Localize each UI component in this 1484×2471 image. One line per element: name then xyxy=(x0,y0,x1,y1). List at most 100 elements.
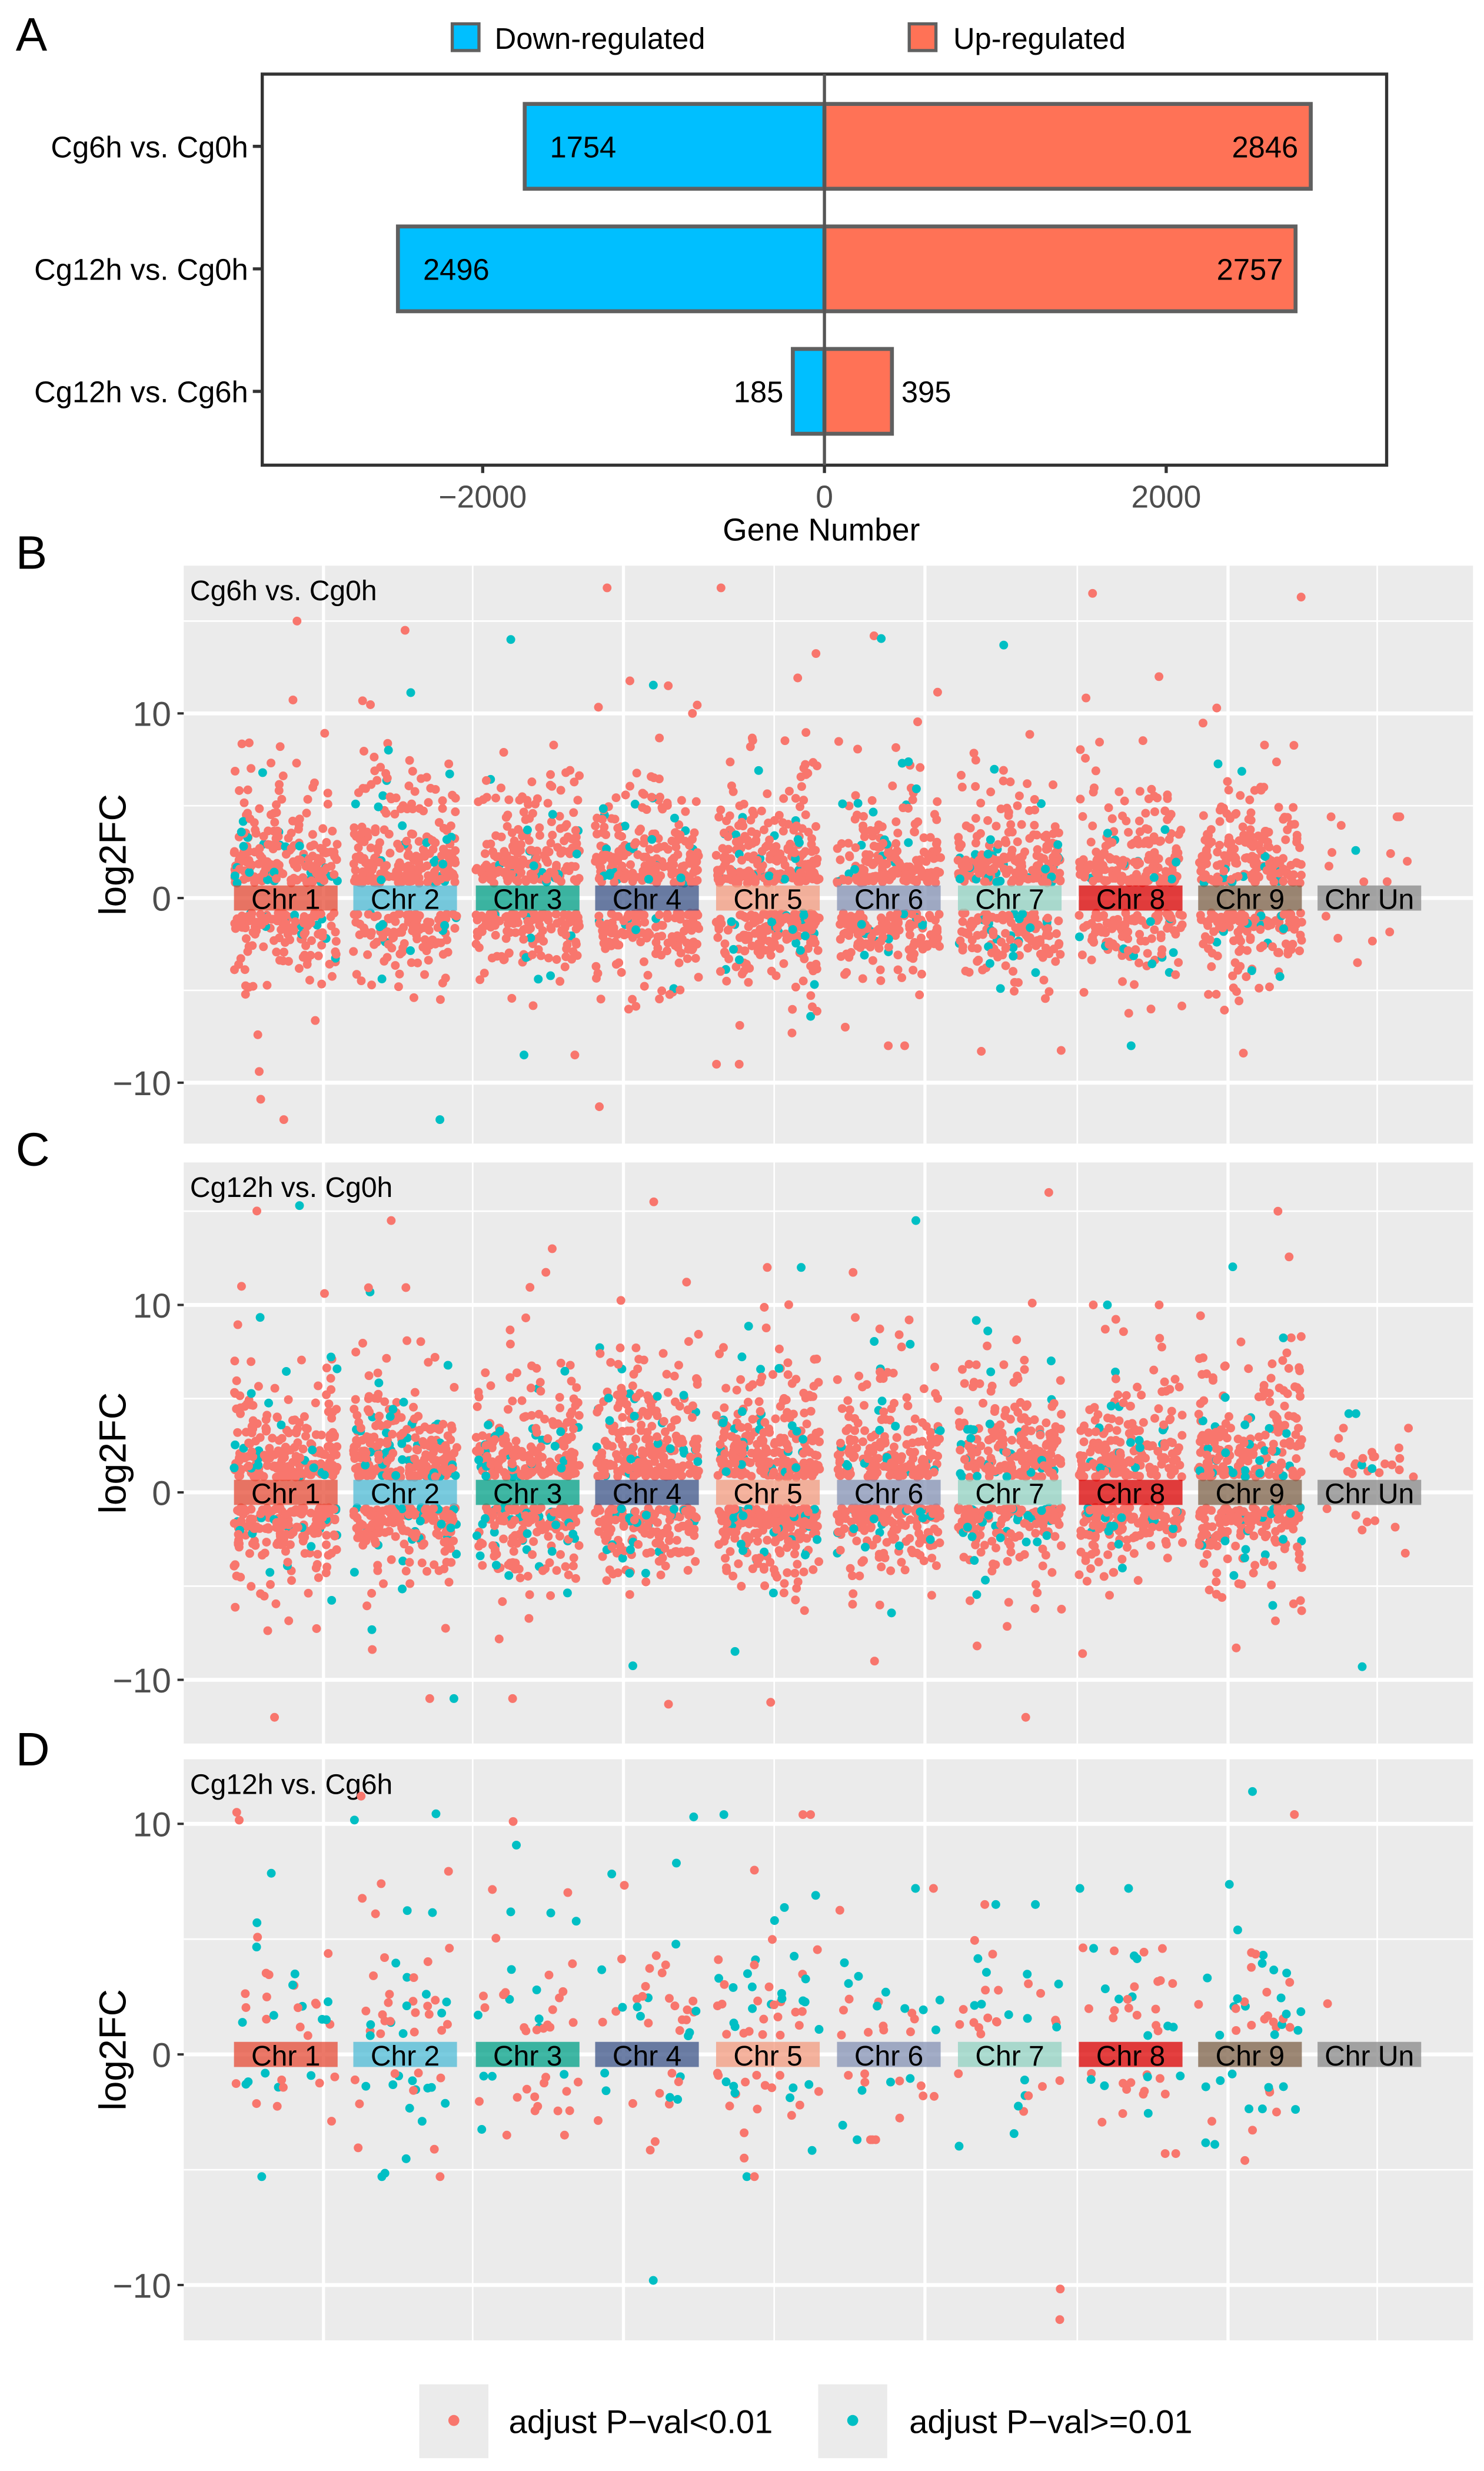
point-sig xyxy=(310,778,319,787)
point-nonsig xyxy=(290,910,300,920)
point-sig xyxy=(486,864,495,873)
point-sig xyxy=(788,1005,797,1014)
point-sig xyxy=(327,922,336,931)
point-nonsig xyxy=(1213,759,1223,769)
point-sig xyxy=(322,838,331,847)
point-sig xyxy=(323,789,332,798)
point-sig xyxy=(692,1374,701,1384)
point-nonsig xyxy=(788,925,797,934)
point-sig xyxy=(366,872,375,881)
point-sig xyxy=(443,1431,452,1441)
point-sig xyxy=(686,1452,695,1462)
point-sig xyxy=(417,774,426,783)
point-sig xyxy=(537,910,546,919)
point-sig xyxy=(681,807,690,816)
point-sig xyxy=(1133,911,1142,920)
point-sig xyxy=(239,798,249,807)
point-sig xyxy=(284,1395,293,1404)
point-sig xyxy=(1333,933,1343,943)
point-sig xyxy=(656,793,664,802)
point-sig xyxy=(1199,873,1209,882)
point-sig xyxy=(405,1579,415,1588)
point-sig xyxy=(368,1645,377,1654)
point-sig xyxy=(555,1403,565,1412)
point-sig xyxy=(352,910,362,919)
point-sig xyxy=(876,976,886,985)
point-sig xyxy=(645,1441,654,1450)
point-sig xyxy=(1114,787,1124,796)
point-sig xyxy=(574,1411,584,1420)
point-sig xyxy=(658,804,667,814)
point-sig xyxy=(292,616,302,626)
point-sig xyxy=(628,877,637,886)
point-sig xyxy=(550,869,559,878)
point-sig xyxy=(1028,866,1037,875)
point-sig xyxy=(1054,939,1064,948)
point-sig xyxy=(478,1539,487,1548)
point-sig xyxy=(1009,876,1018,885)
point-sig xyxy=(1359,877,1369,886)
point-nonsig xyxy=(475,1551,485,1561)
point-sig xyxy=(1081,754,1090,763)
point-sig xyxy=(593,969,603,978)
point-sig xyxy=(691,1557,700,1566)
point-sig xyxy=(412,915,422,924)
point-sig xyxy=(1006,935,1015,944)
point-nonsig xyxy=(628,1661,637,1671)
point-sig xyxy=(628,995,637,1004)
point-sig xyxy=(1235,996,1244,1006)
point-sig xyxy=(638,789,647,798)
point-sig xyxy=(1219,866,1229,876)
point-nonsig xyxy=(1009,943,1018,953)
point-sig xyxy=(300,1549,310,1558)
point-sig xyxy=(1092,856,1102,865)
point-sig xyxy=(1321,912,1330,921)
point-sig xyxy=(1004,911,1013,920)
point-sig xyxy=(594,912,604,921)
point-sig xyxy=(524,800,533,809)
point-nonsig xyxy=(277,1420,286,1429)
point-sig xyxy=(1049,829,1058,839)
chr-label-box xyxy=(234,885,338,911)
point-sig xyxy=(600,1470,610,1479)
point-sig xyxy=(784,933,793,943)
point-sig xyxy=(1106,854,1116,863)
point-sig xyxy=(768,1370,777,1379)
point-sig xyxy=(240,965,249,975)
point-sig xyxy=(1173,848,1183,857)
point-sig xyxy=(891,817,901,826)
point-sig xyxy=(262,1425,271,1434)
point-sig xyxy=(690,1512,700,1521)
point-sig xyxy=(639,852,648,862)
point-sig xyxy=(261,1415,271,1424)
point-sig xyxy=(535,831,544,840)
point-sig xyxy=(788,1409,798,1419)
point-sig xyxy=(350,823,359,833)
point-sig xyxy=(1014,978,1023,987)
point-sig xyxy=(1014,791,1024,800)
point-sig xyxy=(1082,693,1091,703)
point-nonsig xyxy=(474,1455,484,1465)
point-sig xyxy=(417,1467,427,1476)
point-sig xyxy=(573,920,583,929)
point-sig xyxy=(302,1424,312,1434)
point-sig xyxy=(302,878,311,887)
point-sig xyxy=(1326,812,1336,822)
point-nonsig xyxy=(446,1523,455,1532)
point-sig xyxy=(351,1395,360,1404)
point-sig xyxy=(732,1437,741,1446)
point-sig xyxy=(434,1531,444,1540)
point-sig xyxy=(676,914,685,924)
point-nonsig xyxy=(560,1366,570,1376)
point-sig xyxy=(1279,910,1289,919)
point-sig xyxy=(647,1451,657,1460)
point-sig xyxy=(530,1514,540,1523)
point-sig xyxy=(1232,987,1241,996)
point-sig xyxy=(663,799,672,807)
point-sig xyxy=(324,1551,333,1560)
point-sig xyxy=(806,991,816,1000)
point-sig xyxy=(607,929,616,938)
point-sig xyxy=(790,848,799,857)
point-sig xyxy=(1137,878,1147,887)
point-sig xyxy=(279,1472,288,1481)
